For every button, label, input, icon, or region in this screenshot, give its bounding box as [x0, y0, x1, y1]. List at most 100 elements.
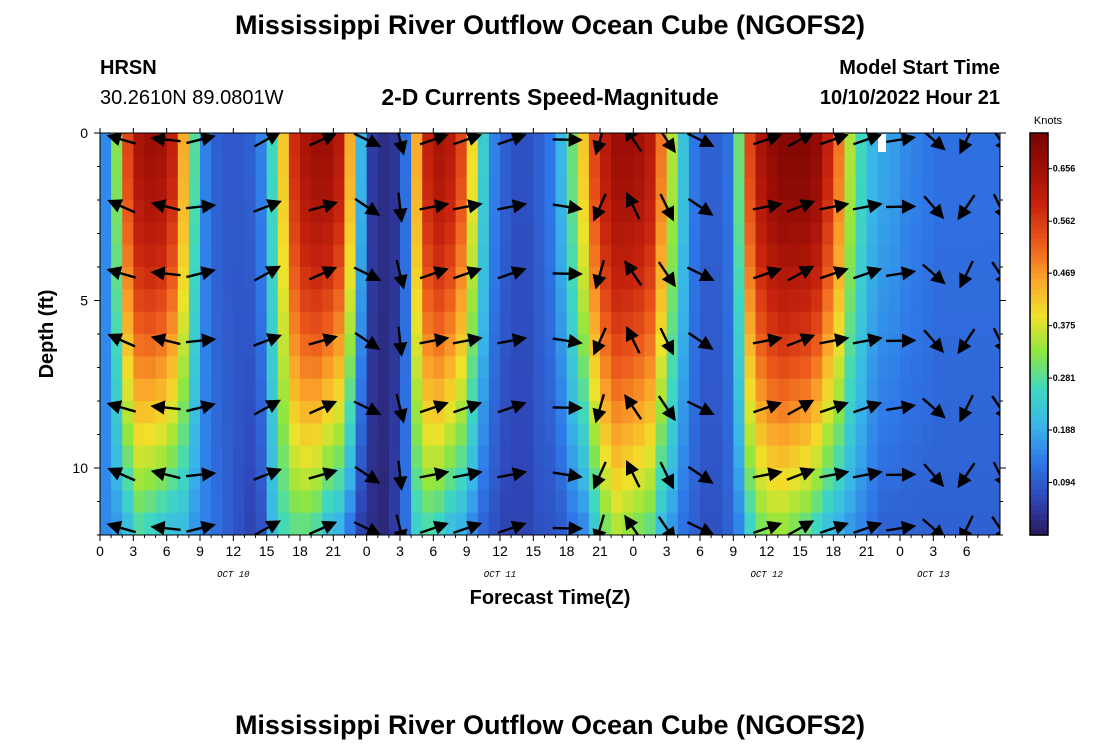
- heatmap-cell: [466, 445, 479, 469]
- heatmap-cell: [633, 445, 646, 469]
- heatmap-cell: [711, 311, 723, 335]
- heatmap-cell: [855, 200, 868, 223]
- heatmap-cell: [111, 311, 123, 335]
- heatmap-cell: [755, 177, 768, 201]
- heatmap-cell: [788, 289, 801, 313]
- heatmap-cell: [366, 311, 379, 335]
- heatmap-cell: [622, 423, 634, 447]
- heatmap-cell: [833, 311, 846, 335]
- heatmap-cell: [700, 445, 712, 469]
- heatmap-cell: [322, 244, 334, 268]
- heatmap-cell: [233, 423, 246, 447]
- heatmap-cell: [177, 378, 190, 402]
- heatmap-cell: [700, 378, 712, 402]
- heatmap-cell: [166, 177, 179, 201]
- heatmap-cell: [533, 356, 546, 380]
- heatmap-cell: [966, 356, 979, 380]
- heatmap-cell: [955, 445, 968, 469]
- heatmap-cell: [977, 289, 990, 313]
- heatmap-cell: [822, 356, 834, 380]
- heatmap-cell: [555, 133, 568, 156]
- x-tick-label: 21: [859, 543, 875, 559]
- heatmap-cell: [877, 200, 890, 223]
- heatmap-cell: [633, 311, 646, 335]
- heatmap-cell: [233, 289, 246, 313]
- heatmap-cell: [744, 445, 757, 469]
- heatmap-cell: [400, 512, 412, 535]
- heatmap-cell: [433, 289, 446, 313]
- colorbar-swatch: [1030, 238, 1048, 245]
- current-arrow: [592, 327, 607, 356]
- heatmap-cell: [966, 222, 979, 246]
- colorbar-swatch: [1030, 193, 1048, 199]
- heatmap-cell: [522, 133, 534, 156]
- heatmap-cell: [722, 490, 734, 514]
- heatmap-cell: [855, 311, 868, 335]
- heatmap-cell: [211, 445, 223, 469]
- heatmap-cell: [333, 334, 346, 357]
- heatmap-cell: [888, 222, 901, 246]
- heatmap-cell: [444, 200, 457, 223]
- heatmap-cell: [555, 155, 568, 179]
- heatmap-cell: [944, 512, 957, 535]
- current-arrow: [624, 133, 643, 152]
- heatmap-cell: [655, 222, 668, 246]
- heatmap-cell: [477, 200, 490, 223]
- heatmap-cell: [200, 512, 212, 535]
- current-arrow: [185, 199, 217, 214]
- heatmap-cell: [122, 311, 134, 335]
- current-arrow: [106, 520, 137, 535]
- heatmap-cell: [333, 200, 346, 223]
- heatmap-cell: [688, 490, 701, 514]
- heatmap-cell: [555, 512, 568, 535]
- heatmap-cell: [533, 378, 546, 402]
- heatmap-cell: [455, 445, 468, 469]
- heatmap-cell: [544, 133, 557, 156]
- heatmap-cell: [144, 244, 157, 268]
- heatmap-cell: [322, 222, 334, 246]
- heatmap-cell: [711, 468, 723, 491]
- current-arrow: [453, 133, 483, 146]
- heatmap-cell: [255, 155, 268, 179]
- heatmap-cell: [566, 311, 579, 335]
- heatmap-cell: [944, 423, 957, 447]
- heatmap-cell: [477, 512, 490, 535]
- current-arrow: [752, 199, 783, 214]
- heatmap-cell: [977, 401, 990, 424]
- heatmap-cell: [100, 267, 112, 290]
- heatmap-cell: [688, 401, 701, 424]
- heatmap-cell: [500, 311, 512, 335]
- heatmap-cell: [611, 267, 623, 290]
- heatmap-cell: [133, 334, 146, 357]
- heatmap-cell: [322, 423, 334, 447]
- heatmap-cell: [888, 267, 901, 290]
- heatmap-cell: [955, 468, 968, 491]
- heatmap-cell: [911, 222, 923, 246]
- heatmap-cell: [622, 244, 634, 268]
- heatmap-cell: [977, 155, 990, 179]
- heatmap-cell: [122, 378, 134, 402]
- heatmap-cell: [977, 490, 990, 514]
- heatmap-cell: [611, 356, 623, 380]
- heatmap-cell: [666, 356, 679, 380]
- heatmap-cell: [522, 512, 534, 535]
- heatmap-cell: [177, 356, 190, 380]
- heatmap-cell: [766, 155, 779, 179]
- current-arrow: [959, 515, 974, 535]
- heatmap-cell: [166, 267, 179, 290]
- heatmap-cell: [888, 490, 901, 514]
- heatmap-cell: [900, 155, 912, 179]
- heatmap-cell: [244, 490, 257, 514]
- heatmap-cell: [500, 445, 512, 469]
- current-arrow: [657, 395, 676, 422]
- heatmap-cell: [366, 289, 379, 313]
- current-arrow: [186, 266, 216, 281]
- heatmap-cell: [200, 334, 212, 357]
- heatmap-cell: [722, 378, 734, 402]
- heatmap-cell: [722, 445, 734, 469]
- colorbar-swatch: [1030, 369, 1048, 375]
- heatmap-cell: [677, 244, 690, 268]
- heatmap-cell: [422, 177, 434, 201]
- colorbar-swatch: [1030, 273, 1048, 280]
- heatmap-cell: [788, 311, 801, 335]
